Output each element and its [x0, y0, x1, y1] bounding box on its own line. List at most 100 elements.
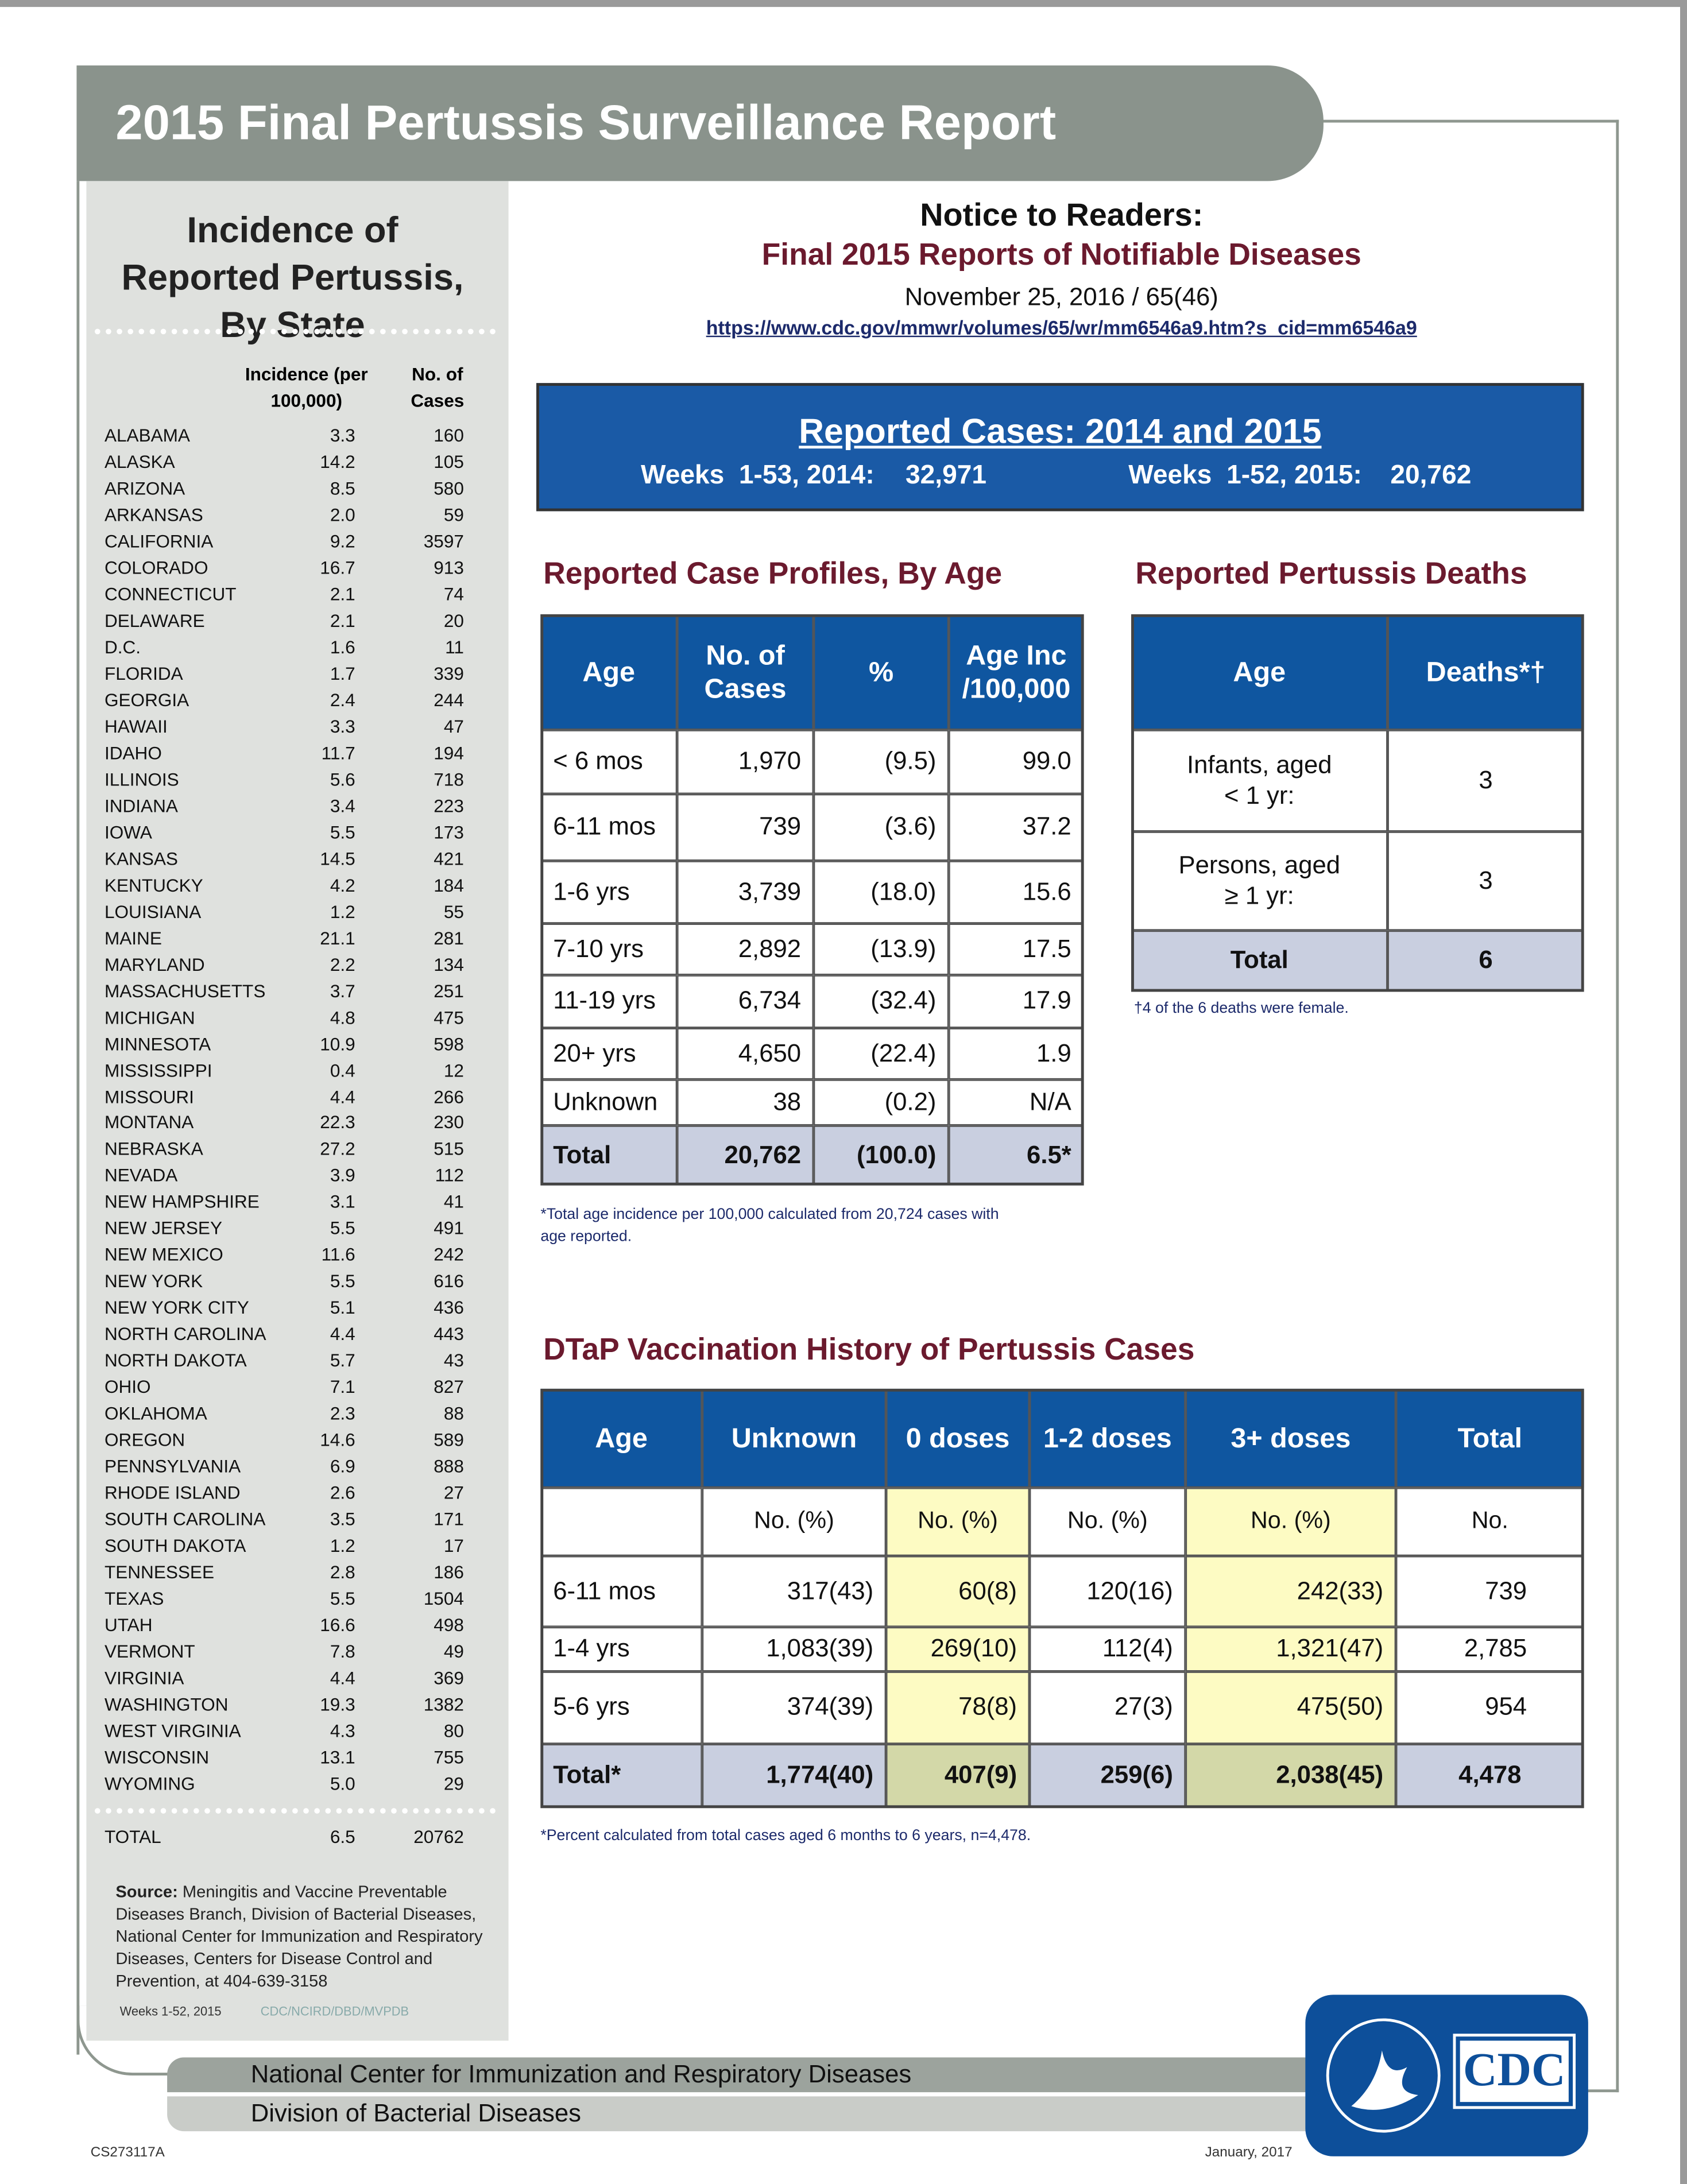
- state-row-incidence: 3.7: [330, 980, 355, 1001]
- state-row-incidence: 5.0: [330, 1773, 355, 1794]
- table-total: 6: [1387, 930, 1584, 992]
- weeks-note: Weeks 1-52, 2015: [119, 2004, 222, 2019]
- section-title: Reported Case Profiles, By Age: [543, 556, 1003, 591]
- notice-url[interactable]: https://www.cdc.gov/mmwr/volumes/65/wr/m…: [706, 316, 1417, 339]
- state-row-incidence: 5.1: [330, 1297, 355, 1318]
- notice-date: November 25, 2016 / 65(46): [904, 282, 1218, 311]
- frame-line: [1616, 119, 1619, 2093]
- state-row-cases: 580: [434, 478, 464, 499]
- table-header: Age: [540, 1388, 702, 1488]
- state-row-state: NEW MEXICO: [104, 1244, 223, 1265]
- table-total: Total: [540, 1125, 678, 1186]
- state-row-incidence: 16.7: [320, 557, 355, 578]
- table-cell: 739: [677, 793, 814, 861]
- reported-value: 20,762: [1390, 461, 1472, 491]
- state-row-cases: 27: [443, 1482, 464, 1504]
- table-cell: 120(16): [1029, 1556, 1186, 1627]
- total-row-state: TOTAL: [104, 1826, 161, 1848]
- table-cell: (13.9): [813, 923, 949, 975]
- state-row-state: LOUISIANA: [104, 900, 202, 922]
- table-cell: 475(50): [1185, 1671, 1396, 1744]
- table-cell: 60(8): [886, 1556, 1030, 1627]
- table-total: (100.0): [813, 1125, 949, 1186]
- state-row-cases: 74: [443, 583, 464, 605]
- state-row-state: MICHIGAN: [104, 1006, 195, 1028]
- state-row-cases: 160: [434, 424, 464, 446]
- table-cell: 6-11 mos: [540, 1556, 702, 1627]
- state-row-incidence: 5.5: [330, 1588, 355, 1609]
- state-row-cases: 88: [443, 1403, 464, 1424]
- state-row-state: D.C.: [104, 636, 141, 657]
- state-row-cases: 171: [434, 1508, 464, 1530]
- state-row-incidence: 5.7: [330, 1350, 355, 1372]
- state-row-cases: 80: [443, 1720, 464, 1741]
- state-row-state: KENTUCKY: [104, 874, 203, 896]
- state-row-incidence: 7.1: [330, 1376, 355, 1398]
- state-row-cases: 443: [434, 1323, 464, 1345]
- branch-code: CDC/NCIRD/DBD/MVPDB: [260, 2004, 409, 2019]
- state-row-cases: 194: [434, 742, 464, 763]
- total-row-incidence: 6.5: [330, 1826, 355, 1848]
- sidebar-title: Incidence of Reported Pertussis, By Stat…: [121, 208, 464, 346]
- table-cell: (0.2): [813, 1079, 949, 1126]
- table-cell: 317(43): [702, 1556, 887, 1627]
- table-header: No. of Cases: [677, 614, 814, 730]
- section-title: Reported Pertussis Deaths: [1135, 556, 1527, 591]
- state-row-incidence: 2.2: [330, 953, 355, 975]
- state-row-state: UTAH: [104, 1614, 153, 1636]
- state-row-state: MONTANA: [104, 1112, 194, 1133]
- state-row-incidence: 5.5: [330, 821, 355, 843]
- total-row-cases: 20762: [413, 1826, 464, 1848]
- state-row-state: MASSACHUSETTS: [104, 980, 266, 1001]
- state-row-state: RHODE ISLAND: [104, 1482, 241, 1504]
- state-row-state: ARKANSAS: [104, 504, 203, 525]
- state-row-cases: 755: [434, 1747, 464, 1768]
- table-cell: 1.9: [949, 1028, 1084, 1080]
- state-row-cases: 339: [434, 663, 464, 684]
- table-header: Age Inc /100,000: [949, 614, 1084, 730]
- table-cell: 15.6: [949, 861, 1084, 924]
- footnote: *Total age incidence per 100,000 calcula…: [540, 1206, 999, 1246]
- table-cell: 3: [1387, 730, 1584, 832]
- table-cell: 1-6 yrs: [540, 861, 678, 924]
- state-row-cases: 1504: [423, 1588, 464, 1609]
- table-total: Total*: [540, 1744, 702, 1809]
- right-border: [1680, 0, 1687, 2184]
- table-cell: 2,892: [677, 923, 814, 975]
- footnote: *Percent calculated from total cases age…: [540, 1827, 1031, 1845]
- state-row-state: TEXAS: [104, 1588, 164, 1609]
- state-row-cases: 17: [443, 1535, 464, 1556]
- table-cell: 99.0: [949, 730, 1084, 794]
- state-row-state: MINNESOTA: [104, 1033, 211, 1054]
- table-cell: 37.2: [949, 793, 1084, 861]
- reported-box: [536, 383, 1584, 512]
- state-row-incidence: 5.6: [330, 768, 355, 790]
- top-border: [0, 0, 1687, 7]
- state-row-incidence: 4.4: [330, 1086, 355, 1107]
- state-row-incidence: 2.3: [330, 1403, 355, 1424]
- divider: [94, 328, 496, 335]
- state-row-state: NEBRASKA: [104, 1139, 203, 1160]
- table-cell: (32.4): [813, 975, 949, 1028]
- state-row-state: VIRGINIA: [104, 1667, 184, 1689]
- state-row-incidence: 3.5: [330, 1508, 355, 1530]
- table-cell: Persons, aged ≥ 1 yr:: [1131, 831, 1388, 931]
- state-row-incidence: 4.4: [330, 1323, 355, 1345]
- table-header: Age: [1131, 614, 1388, 730]
- state-row-incidence: 21.1: [320, 927, 355, 948]
- state-row-incidence: 2.1: [330, 610, 355, 631]
- state-row-incidence: 19.3: [320, 1694, 355, 1715]
- state-row-incidence: 16.6: [320, 1614, 355, 1636]
- state-row-state: ALABAMA: [104, 424, 190, 446]
- state-row-state: WEST VIRGINIA: [104, 1720, 241, 1741]
- table-subheader: No. (%): [1185, 1488, 1396, 1556]
- state-row-cases: 11: [445, 636, 464, 657]
- table-cell: 6-11 mos: [540, 793, 678, 861]
- table-subheader: No. (%): [1029, 1488, 1186, 1556]
- source-label: Source:: [115, 1881, 178, 1902]
- table-header: 3+ doses: [1185, 1388, 1396, 1488]
- state-row-incidence: 4.2: [330, 874, 355, 896]
- state-row-state: MISSISSIPPI: [104, 1059, 212, 1081]
- state-row-cases: 251: [434, 980, 464, 1001]
